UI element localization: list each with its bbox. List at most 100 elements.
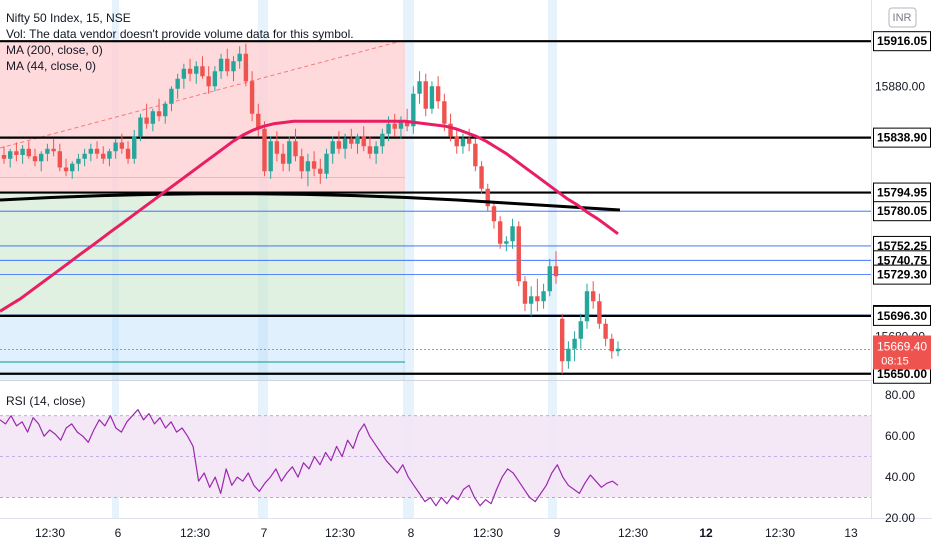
symbol-title[interactable]: Nifty 50 Index, 15, NSE	[6, 11, 131, 25]
candle-body	[429, 86, 435, 109]
candle-body	[330, 141, 335, 154]
zone-blue	[0, 315, 405, 380]
candle-body	[442, 101, 447, 124]
candle-body	[528, 296, 534, 304]
level-tag-label[interactable]: 15916.05	[877, 34, 927, 48]
candle-body	[287, 141, 292, 164]
time-tick-label: 12:30	[618, 526, 648, 540]
level-tag-label[interactable]: 15794.95	[877, 186, 927, 200]
candle-body	[590, 291, 596, 302]
candle-body	[262, 128, 267, 172]
level-tag-label[interactable]: 15780.05	[877, 204, 927, 218]
level-tag-label[interactable]: 15838.90	[877, 131, 927, 145]
candle-body	[88, 148, 94, 154]
candle-body	[473, 143, 478, 167]
candle-body	[280, 153, 286, 164]
level-tag-label[interactable]: 15740.75	[877, 253, 927, 267]
candle-body	[318, 168, 323, 174]
candle-body	[76, 158, 81, 164]
bar-countdown-label: 08:15	[881, 356, 909, 368]
candle-body	[336, 141, 342, 149]
horizontal-levels[interactable]	[0, 40, 871, 375]
drawing-zones	[0, 39, 406, 380]
candle-body	[491, 206, 497, 222]
candle-body	[342, 138, 348, 149]
level-tag-label[interactable]: 15696.30	[877, 309, 927, 323]
candle-body	[373, 146, 379, 154]
candle-body	[417, 81, 422, 94]
candle-body	[466, 138, 472, 144]
candle-body	[566, 348, 571, 362]
level-tag-label[interactable]: 15752.25	[877, 239, 927, 253]
candle-body	[274, 141, 280, 154]
candle-body	[94, 148, 100, 154]
candle-body	[380, 133, 385, 147]
level-tag-inner	[874, 202, 930, 221]
candle-body	[82, 153, 87, 159]
candle-body	[448, 123, 453, 137]
candle-body	[454, 136, 459, 147]
candle-body	[132, 136, 137, 159]
time-tick-label: 6	[115, 526, 122, 540]
rsi-tick-label: 40.00	[885, 470, 915, 484]
candle-body	[200, 66, 205, 77]
candle-body	[541, 291, 546, 302]
candle-body	[268, 141, 273, 172]
time-tick-label: 12:30	[325, 526, 355, 540]
candle-body	[361, 136, 366, 147]
time-axis[interactable]: 12:30 6 12:30 7 12:30 8 12:30 9 12:30 12 12:30 13	[35, 526, 858, 540]
level-tag-label[interactable]: 15729.30	[877, 268, 927, 282]
candle-body	[187, 68, 193, 74]
rsi-title[interactable]: RSI (14, close)	[6, 394, 86, 408]
session-highlight-3	[548, 0, 557, 518]
candle-body	[169, 88, 174, 104]
candle-body	[311, 161, 317, 169]
candle-body	[367, 146, 373, 154]
ma44-legend[interactable]: MA (44, close, 0)	[6, 59, 97, 73]
candle-body	[479, 166, 484, 189]
candle-body	[398, 121, 404, 129]
candle-body	[423, 81, 428, 109]
candle-body	[553, 266, 559, 277]
candle-body	[107, 151, 112, 159]
price-axis[interactable]: INR15880.0015680.0015916.0515838.9015794…	[873, 7, 931, 525]
currency-box[interactable]	[888, 7, 917, 28]
candle-body	[231, 61, 236, 72]
time-tick-label: 8	[408, 526, 415, 540]
candle-body	[535, 296, 540, 302]
candle-body	[584, 291, 590, 322]
candle-body	[57, 151, 63, 168]
candle-body	[101, 153, 106, 159]
candle-body	[460, 138, 466, 147]
candle-body	[243, 53, 249, 82]
candle-body	[597, 301, 602, 324]
level-tag-inner	[874, 32, 930, 51]
rsi-tick-label: 20.00	[885, 511, 915, 525]
candle-body	[225, 58, 230, 72]
candle-body	[1, 155, 7, 159]
candle-body	[559, 318, 565, 362]
candle-body	[578, 321, 583, 339]
candle-body	[14, 151, 19, 155]
candle-body	[435, 86, 441, 102]
candle-body	[249, 81, 255, 114]
level-tag-inner	[874, 128, 930, 147]
candle-body	[212, 71, 218, 87]
candle-body	[615, 348, 621, 352]
volume-note: Vol: The data vendor doesn't provide vol…	[6, 27, 354, 41]
candle-body	[63, 167, 69, 172]
level-tag-label[interactable]: 15650.00	[877, 367, 927, 381]
currency-label[interactable]: INR	[893, 12, 912, 24]
candle-body	[293, 141, 298, 157]
ma200-line	[0, 192, 621, 212]
candle-body	[32, 156, 38, 162]
rsi-pane	[0, 409, 871, 507]
candle-body	[305, 161, 311, 172]
candle-body	[156, 111, 162, 117]
moving-averages	[0, 119, 621, 313]
ma200-legend[interactable]: MA (200, close, 0)	[6, 43, 103, 57]
time-tick-label: 9	[554, 526, 561, 540]
candle-body	[138, 117, 143, 137]
